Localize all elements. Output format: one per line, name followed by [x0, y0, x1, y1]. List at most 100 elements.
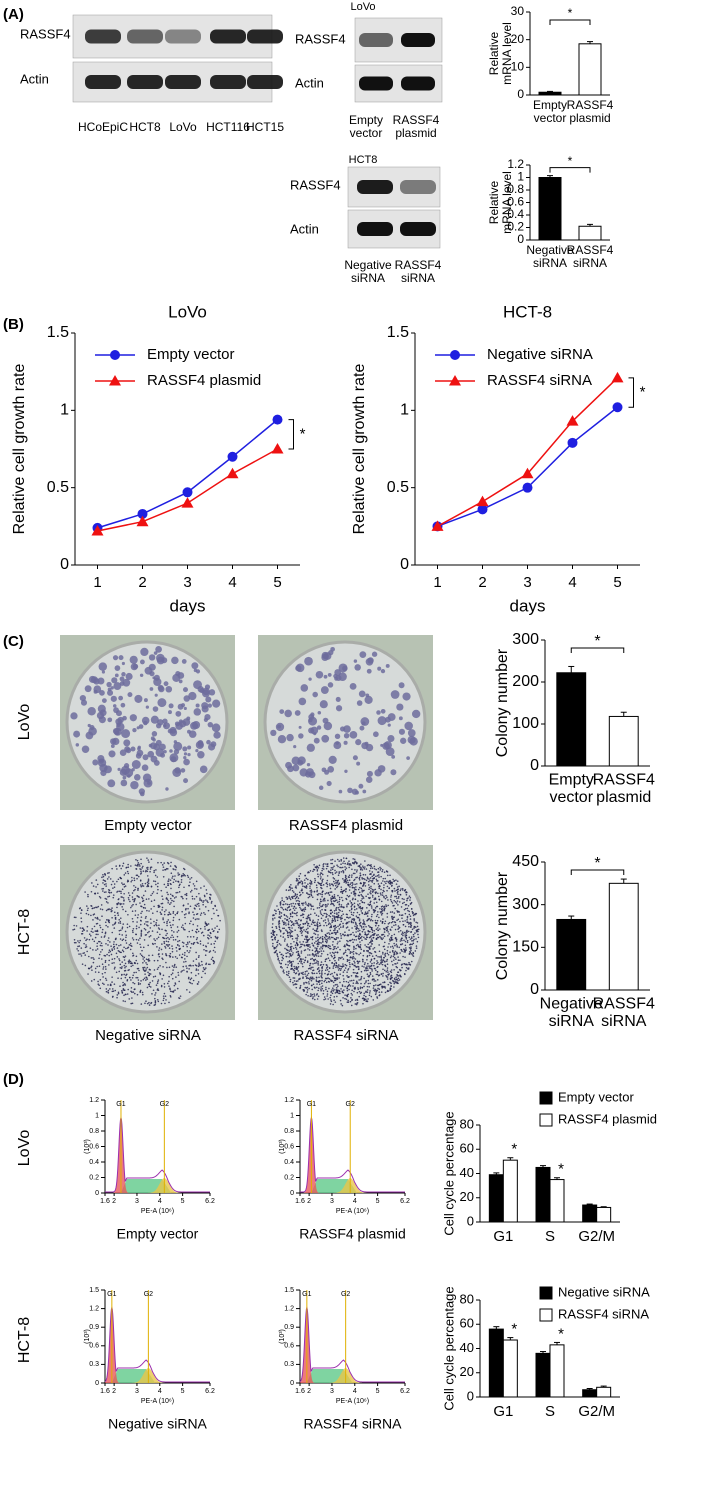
colony: [121, 661, 125, 666]
colony: [204, 967, 207, 969]
colony: [142, 865, 144, 868]
legend-label: Empty vector: [558, 1089, 635, 1104]
x-tick-label: 1.6: [100, 1198, 110, 1205]
colony: [322, 990, 325, 992]
colony: [335, 899, 338, 901]
significance-label: *: [594, 633, 600, 650]
colony: [375, 875, 377, 878]
colony: [156, 998, 159, 1001]
colony: [299, 930, 302, 933]
colony: [352, 963, 354, 966]
colony: [137, 979, 140, 981]
colony: [285, 929, 287, 931]
colony: [140, 980, 142, 982]
colony: [351, 927, 353, 929]
colony: [145, 968, 147, 970]
colony: [167, 899, 170, 902]
colony: [209, 963, 211, 966]
colony: [357, 928, 360, 930]
colony: [321, 945, 324, 948]
colony: [397, 971, 399, 974]
colony: [358, 879, 361, 881]
colony: [373, 984, 375, 987]
image-caption: RASSF4 siRNA: [293, 1027, 398, 1044]
colony: [324, 933, 327, 936]
colony: [397, 904, 399, 906]
colony: [290, 903, 292, 905]
blot-band: [401, 76, 435, 91]
colony: [395, 976, 397, 979]
colony: [296, 968, 298, 971]
x-tick-label: 1: [433, 574, 441, 591]
colony: [102, 882, 104, 884]
colony: [147, 880, 149, 882]
colony: [187, 752, 191, 757]
colony: [169, 893, 172, 896]
colony: [279, 709, 285, 714]
colony: [170, 936, 172, 939]
colony: [196, 903, 199, 906]
colony: [340, 860, 343, 862]
colony: [333, 918, 336, 920]
colony: [287, 972, 290, 975]
colony: [358, 906, 361, 909]
colony: [157, 980, 159, 983]
colony: [417, 936, 420, 939]
colony: [323, 721, 333, 731]
colony: [296, 922, 299, 925]
colony: [167, 936, 169, 939]
colony: [168, 703, 174, 709]
colony: [353, 957, 355, 959]
colony: [107, 944, 109, 946]
colony: [75, 916, 77, 919]
colony: [338, 789, 343, 794]
colony: [139, 868, 141, 870]
colony: [319, 877, 322, 880]
colony: [332, 981, 335, 984]
colony: [384, 964, 386, 967]
colony: [371, 970, 373, 972]
colony: [80, 955, 83, 957]
bar: [596, 1386, 612, 1398]
colony: [334, 920, 337, 922]
colony: [352, 931, 354, 934]
colony: [144, 907, 147, 909]
colony: [388, 921, 391, 924]
colony: [117, 977, 119, 979]
colony: [333, 976, 335, 979]
colony: [139, 937, 141, 940]
colony: [349, 985, 352, 987]
colony: [120, 890, 122, 893]
colony: [296, 943, 299, 945]
y-axis-label: Colony number: [494, 648, 511, 757]
colony: [132, 927, 135, 930]
colony: [371, 891, 374, 893]
colony: [357, 987, 359, 989]
colony: [335, 741, 340, 745]
colony: [325, 882, 328, 885]
colony: [290, 929, 292, 932]
colony: [141, 910, 143, 913]
colony: [156, 656, 165, 665]
colony: [338, 908, 340, 911]
colony: [151, 731, 158, 737]
colony: [182, 927, 185, 929]
colony: [316, 725, 322, 730]
colony: [291, 921, 293, 924]
colony: [302, 971, 304, 974]
colony: [303, 944, 306, 947]
colony: [283, 972, 285, 974]
colony: [199, 765, 208, 774]
colony: [309, 870, 312, 872]
colony: [315, 884, 318, 886]
colony: [348, 920, 350, 923]
colony: [374, 892, 377, 895]
colony: [170, 872, 173, 875]
colony: [340, 1003, 342, 1005]
colony: [152, 706, 159, 712]
colony: [214, 951, 216, 953]
colony: [120, 974, 123, 976]
colony: [371, 955, 374, 957]
colony: [187, 943, 189, 945]
colony: [198, 963, 200, 966]
